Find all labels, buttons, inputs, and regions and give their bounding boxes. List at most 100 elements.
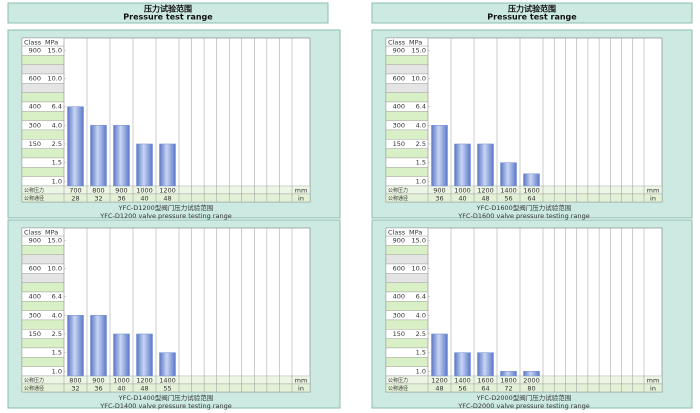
bar	[500, 371, 517, 377]
axis-row	[385, 301, 429, 311]
y-tick-label: 15.0	[48, 47, 62, 55]
header-title-en: Pressure test range	[123, 13, 213, 22]
axis-row	[385, 338, 429, 349]
class-label: 300	[29, 121, 41, 129]
axis-row	[21, 282, 65, 293]
axis-row	[385, 111, 429, 121]
y-tick-label: 2.5	[416, 330, 426, 338]
inch-label: 48	[140, 384, 148, 392]
class-label: 150	[29, 140, 41, 148]
axis-row	[385, 245, 429, 255]
bar	[113, 333, 130, 377]
bar	[523, 371, 540, 377]
axis-row	[385, 83, 429, 93]
header-title-cn: 压力试验范围	[144, 4, 192, 14]
header-bar	[7, 2, 329, 24]
axis-row	[21, 92, 65, 103]
caption-en: YFC-D2000 valve pressure testing range	[457, 402, 589, 410]
row-label: 公称压力	[24, 377, 44, 384]
bar	[454, 143, 471, 187]
header-title-en: Pressure test range	[487, 13, 577, 22]
row-label: 公称压力	[24, 187, 44, 194]
axis-row	[385, 282, 429, 293]
header-bar	[371, 2, 693, 24]
bar	[431, 125, 448, 187]
y-tick-label: 6.4	[416, 293, 426, 301]
x-tick-label: 2000	[523, 376, 540, 384]
y-tick-label: 6.4	[52, 103, 62, 111]
axis-header-class: Class	[388, 229, 406, 237]
y-tick-label: 2.5	[52, 330, 62, 338]
axis-row	[21, 64, 65, 75]
caption-cn: YFC-D1600型阀门压力试验范围	[476, 203, 572, 212]
axis-row	[21, 83, 65, 93]
class-label: 400	[393, 293, 405, 301]
x-tick-label: 1400	[454, 376, 471, 384]
x-tick-label: 1800	[500, 376, 517, 384]
unit-label: mm	[647, 186, 660, 194]
row-label: 公称通径	[388, 195, 408, 202]
axis-row	[385, 254, 429, 265]
y-tick-label: 1.5	[52, 349, 62, 357]
y-tick-label: 4.0	[416, 311, 426, 319]
bar	[159, 143, 176, 187]
axis-header-mpa: MPa	[45, 229, 58, 237]
bottom-row	[385, 383, 663, 393]
axis-row	[385, 92, 429, 103]
unit-label: in	[298, 194, 304, 202]
bar	[477, 352, 494, 377]
axis-header-mpa: MPa	[409, 229, 422, 237]
class-label: 600	[29, 265, 41, 273]
inch-label: 48	[435, 384, 443, 392]
axis-row	[21, 55, 65, 65]
y-tick-label: 1.0	[416, 367, 426, 375]
class-label: 900	[393, 237, 405, 245]
y-tick-label: 10.0	[48, 75, 62, 83]
axis-row	[21, 254, 65, 265]
axis-row	[385, 148, 429, 159]
x-tick-label: 1400	[159, 376, 176, 384]
axis-row	[21, 273, 65, 283]
inch-label: 40	[140, 194, 148, 202]
inch-label: 28	[71, 194, 79, 202]
bottom-row	[21, 193, 311, 203]
inch-label: 40	[458, 194, 466, 202]
class-label: 150	[29, 330, 41, 338]
axis-row	[385, 357, 429, 367]
row-label: 公称通径	[388, 385, 408, 392]
class-label: 300	[393, 121, 405, 129]
axis-header-class: Class	[388, 39, 406, 47]
inch-label: 80	[527, 384, 535, 392]
y-tick-label: 1.0	[416, 177, 426, 185]
x-tick-label: 1600	[477, 376, 494, 384]
caption-en: YFC-D1200 valve pressure testing range	[99, 212, 231, 220]
axis-row	[21, 167, 65, 177]
axis-header-mpa: MPa	[409, 39, 422, 47]
bar	[67, 106, 84, 187]
bottom-row	[385, 193, 663, 203]
inch-label: 48	[163, 194, 171, 202]
x-tick-label: 1200	[159, 186, 176, 194]
x-tick-label: 1200	[431, 376, 448, 384]
caption-cn: YFC-D2000型阀门压力试验范围	[476, 393, 572, 402]
unit-label: mm	[295, 186, 308, 194]
caption-en: YFC-D1400 valve pressure testing range	[99, 402, 231, 410]
x-tick-label: 800	[69, 376, 81, 384]
unit-label: in	[298, 384, 304, 392]
class-label: 600	[393, 265, 405, 273]
header-title-cn: 压力试验范围	[508, 4, 556, 14]
row-label: 公称压力	[388, 187, 408, 194]
y-tick-label: 1.5	[416, 159, 426, 167]
bar	[500, 162, 517, 187]
x-tick-label: 1600	[523, 186, 540, 194]
bar	[67, 315, 84, 377]
bar	[159, 352, 176, 377]
x-tick-label: 1200	[136, 376, 153, 384]
class-label: 600	[29, 75, 41, 83]
axis-header-class: Class	[24, 39, 42, 47]
class-label: 150	[393, 330, 405, 338]
axis-row	[385, 273, 429, 283]
x-tick-label: 1000	[136, 186, 153, 194]
caption-cn: YFC-D1200型阀门压力试验范围	[118, 203, 214, 212]
